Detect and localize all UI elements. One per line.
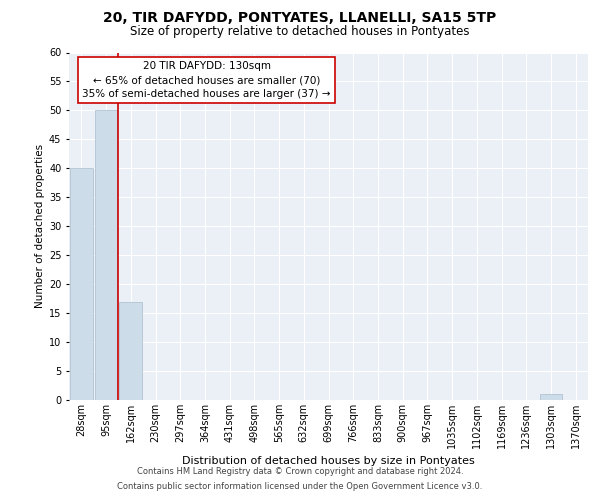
Text: 20, TIR DAFYDD, PONTYATES, LLANELLI, SA15 5TP: 20, TIR DAFYDD, PONTYATES, LLANELLI, SA1… xyxy=(103,12,497,26)
Text: Contains public sector information licensed under the Open Government Licence v3: Contains public sector information licen… xyxy=(118,482,482,491)
X-axis label: Distribution of detached houses by size in Pontyates: Distribution of detached houses by size … xyxy=(182,456,475,466)
Bar xyxy=(539,394,562,400)
Text: 20 TIR DAFYDD: 130sqm
← 65% of detached houses are smaller (70)
35% of semi-deta: 20 TIR DAFYDD: 130sqm ← 65% of detached … xyxy=(82,61,331,99)
Text: Size of property relative to detached houses in Pontyates: Size of property relative to detached ho… xyxy=(130,25,470,38)
Bar xyxy=(119,302,142,400)
Bar xyxy=(95,110,118,400)
Text: Contains HM Land Registry data © Crown copyright and database right 2024.: Contains HM Land Registry data © Crown c… xyxy=(137,467,463,476)
Y-axis label: Number of detached properties: Number of detached properties xyxy=(35,144,44,308)
Bar xyxy=(70,168,93,400)
